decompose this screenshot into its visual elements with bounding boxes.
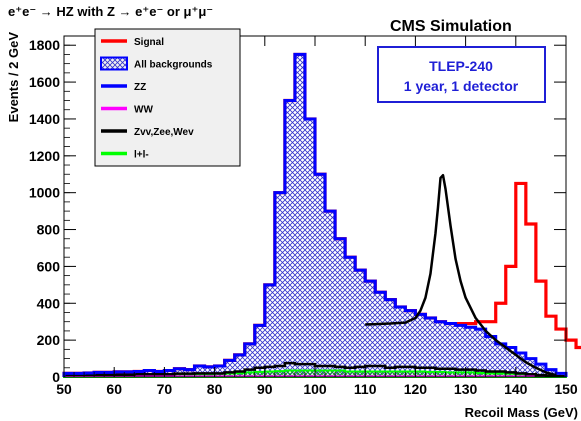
y-tick-label: 1400 [29,111,60,127]
legend-label: Signal [134,37,164,48]
chart-title: e⁺e⁻ → HZ with Z → e⁺e⁻ or μ⁺μ⁻ [8,4,213,19]
legend-label: ZZ [134,82,146,93]
x-tick-label: 120 [404,381,428,397]
x-axis-label: Recoil Mass (GeV) [465,405,578,420]
y-tick-label: 800 [37,222,61,238]
y-tick-label: 600 [37,258,61,274]
series-zz [62,52,568,377]
y-tick-label: 0 [52,369,60,385]
legend-label: Zvv,Zee,Wev [134,127,194,138]
legend-swatch [100,56,128,71]
info-box-line2: 1 year, 1 detector [404,78,519,94]
x-tick-label: 50 [56,381,72,397]
y-axis-label: Events / 2 GeV [6,32,21,123]
x-tick-label: 70 [157,381,173,397]
x-tick-label: 80 [207,381,223,397]
y-tick-label: 1600 [29,74,60,90]
legend-label: WW [134,105,153,116]
series-signal-fit [365,173,557,377]
x-tick-label: 100 [303,381,327,397]
info-box: TLEP-240 1 year, 1 detector [377,46,546,103]
series-all-backgrounds [64,54,566,377]
x-tick-label: 90 [257,381,273,397]
y-tick-label: 400 [37,295,61,311]
x-tick-label: 110 [354,381,377,397]
y-tick-label: 1200 [29,148,60,164]
y-tick-label: 1800 [29,37,60,53]
x-tick-label: 130 [454,381,478,397]
legend-label: All backgrounds [134,60,213,71]
legend: Signal All backgrounds ZZ WW Zvv,Zee,Wev l+l- [94,28,241,167]
legend-label: l+l- [134,150,149,161]
experiment-label: CMS Simulation [390,18,512,35]
x-tick-label: 60 [106,381,122,397]
info-box-line1: TLEP-240 [429,58,493,74]
y-tick-label: 200 [37,332,61,348]
y-tick-label: 1000 [29,185,60,201]
x-tick-label: 150 [554,381,578,397]
x-tick-label: 140 [504,381,528,397]
